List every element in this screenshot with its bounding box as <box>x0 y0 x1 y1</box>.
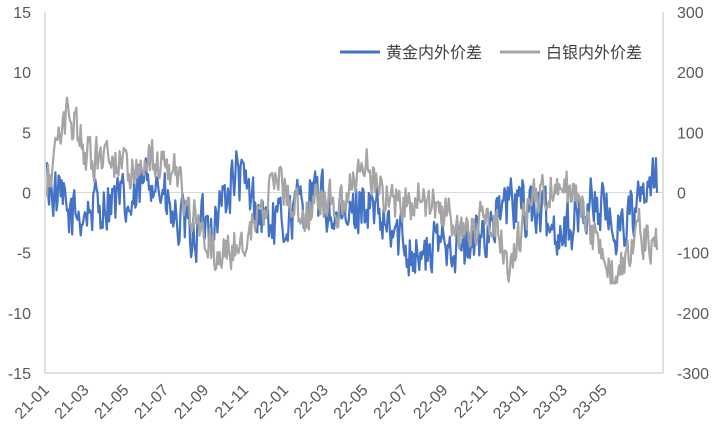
x-tick-label: 21-05 <box>92 382 133 423</box>
left-tick-label: -5 <box>17 246 31 263</box>
left-tick-label: 0 <box>22 186 31 203</box>
right-tick-label: 100 <box>677 125 704 142</box>
x-tick-label: 21-09 <box>171 382 212 423</box>
x-tick-label: 21-03 <box>52 382 93 423</box>
x-tick-label: 21-01 <box>12 382 53 423</box>
right-tick-label: -200 <box>677 306 709 323</box>
x-tick-label: 22-03 <box>291 382 332 423</box>
legend-label-2: 白银内外价差 <box>546 43 642 62</box>
left-tick-label: 5 <box>22 125 31 142</box>
series-line-1 <box>45 150 659 277</box>
x-tick-label: 21-11 <box>212 382 252 422</box>
left-tick-label: -10 <box>8 306 31 323</box>
x-tick-label: 22-07 <box>371 382 412 423</box>
series-layer <box>45 96 659 285</box>
left-tick-label: 10 <box>13 65 31 82</box>
right-tick-label: -300 <box>677 366 709 383</box>
right-tick-label: 200 <box>677 65 704 82</box>
x-tick-label: 21-07 <box>131 382 172 423</box>
right-tick-label: -100 <box>677 246 709 263</box>
right-tick-label: 300 <box>677 5 704 22</box>
x-tick-label: 22-11 <box>451 382 491 422</box>
left-tick-label: 15 <box>13 5 31 22</box>
x-tick-label: 22-01 <box>251 382 292 423</box>
legend-label-1: 黄金内外价差 <box>386 43 482 62</box>
series-line-2 <box>45 96 659 285</box>
legend: 黄金内外价差 白银内外价差 <box>340 43 642 62</box>
x-tick-label: 23-01 <box>490 382 531 423</box>
x-tick-label: 22-05 <box>331 382 372 423</box>
x-tick-label: 23-03 <box>530 382 571 423</box>
x-tick-label: 23-05 <box>570 382 611 423</box>
left-tick-label: -15 <box>8 366 31 383</box>
right-tick-label: 0 <box>677 186 686 203</box>
x-tick-label: 22-09 <box>410 382 451 423</box>
